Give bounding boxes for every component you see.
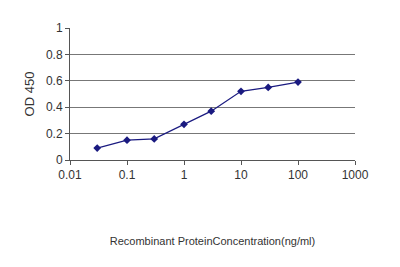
svg-text:100: 100: [288, 168, 308, 182]
svg-text:1000: 1000: [342, 168, 369, 182]
svg-text:0.6: 0.6: [46, 74, 63, 88]
svg-text:0: 0: [56, 153, 63, 167]
svg-text:OD 450: OD 450: [22, 72, 37, 117]
svg-text:0.2: 0.2: [46, 127, 63, 141]
svg-text:0.8: 0.8: [46, 48, 63, 62]
svg-text:0.1: 0.1: [119, 168, 136, 182]
svg-text:Recombinant ProteinConcentrati: Recombinant ProteinConcentration(ng/ml): [110, 235, 315, 247]
svg-text:0.4: 0.4: [46, 100, 63, 114]
svg-text:1: 1: [56, 21, 63, 35]
svg-text:10: 10: [234, 168, 248, 182]
svg-text:0.01: 0.01: [58, 168, 82, 182]
svg-text:1: 1: [181, 168, 188, 182]
